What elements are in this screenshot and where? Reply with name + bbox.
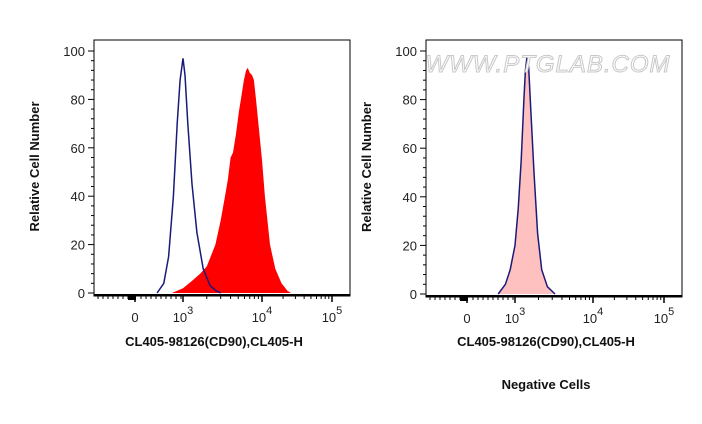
- histogram-filled-series: [498, 55, 555, 295]
- y-tick-label: 40: [403, 190, 417, 205]
- tick-base: 10: [505, 311, 519, 326]
- y-tick-label: 0: [78, 286, 85, 301]
- tick-exponent: 4: [597, 306, 603, 318]
- y-tick-label: 80: [403, 93, 417, 108]
- tick-exponent: 5: [668, 306, 674, 318]
- y-tick-label: 60: [71, 141, 85, 156]
- x-tick-label: 105: [654, 306, 675, 326]
- y-tick-label: 100: [395, 44, 417, 59]
- x-tick-label: 103: [173, 305, 194, 325]
- watermark: WWW.PTGLAB.COM: [425, 51, 670, 78]
- x-axis-label: CL405-98126(CD90),CL405-H: [125, 334, 303, 349]
- x-tick-label: 0: [131, 310, 138, 325]
- tick-base: 10: [583, 311, 597, 326]
- x-tick-label: 103: [505, 306, 526, 326]
- y-tick-label: 40: [71, 189, 85, 204]
- tick-base: 10: [654, 311, 668, 326]
- histogram-outline-series: [156, 58, 222, 294]
- y-tick-label: 100: [63, 44, 85, 59]
- y-tick-label: 20: [71, 238, 85, 253]
- zero-cluster-tick: [460, 297, 468, 301]
- y-axis-label: Relative Cell Number: [27, 101, 42, 231]
- tick-exponent: 3: [187, 305, 193, 317]
- plot-frame: [425, 39, 683, 298]
- y-tick-label: 20: [403, 238, 417, 253]
- y-tick-label: 0: [410, 287, 417, 302]
- tick-base: 10: [173, 310, 187, 325]
- y-axis-label: Relative Cell Number: [359, 102, 374, 232]
- x-tick-label: 104: [583, 306, 604, 326]
- tick-base: 10: [252, 310, 266, 325]
- histogram-outline-series: [497, 55, 556, 295]
- x-axis-label: CL405-98126(CD90),CL405-H: [457, 334, 635, 349]
- y-tick-label: 60: [403, 141, 417, 156]
- tick-base: 10: [322, 310, 336, 325]
- tick-exponent: 5: [336, 305, 342, 317]
- histogram-filled-series: [172, 67, 291, 294]
- tick-exponent: 4: [266, 305, 272, 317]
- x-tick-label: 105: [322, 305, 343, 325]
- tick-exponent: 3: [519, 306, 525, 318]
- y-tick-label: 80: [71, 92, 85, 107]
- panel-title: Negative Cells: [502, 377, 591, 392]
- zero-cluster-tick: [128, 296, 136, 300]
- x-tick-label: 0: [463, 311, 470, 326]
- x-tick-label: 104: [252, 305, 273, 325]
